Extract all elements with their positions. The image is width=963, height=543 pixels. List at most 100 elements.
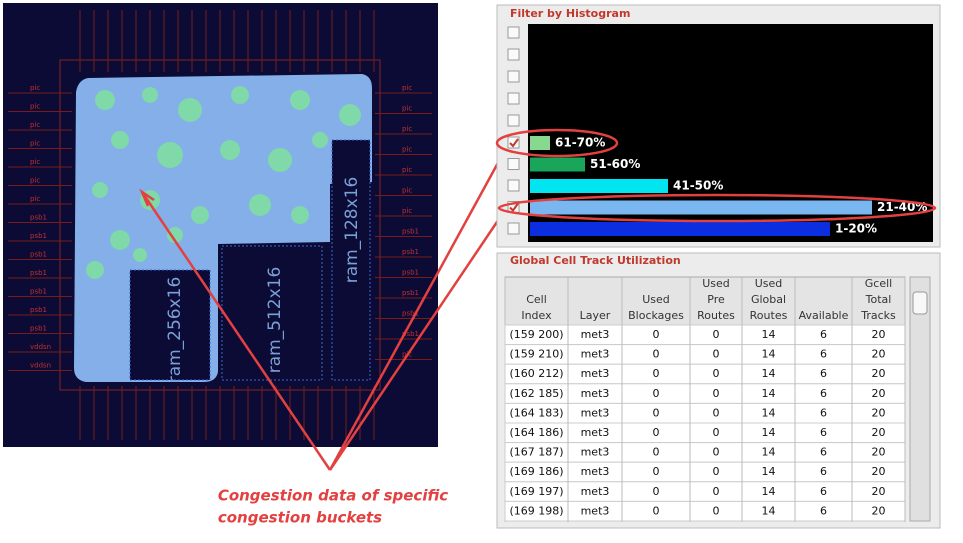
bucket-label: 51-60% bbox=[590, 157, 640, 171]
table-cell: 20 bbox=[872, 348, 886, 361]
table-cell: 6 bbox=[820, 485, 827, 498]
pin-label: pic bbox=[30, 140, 40, 148]
scrollbar-thumb[interactable] bbox=[912, 291, 928, 315]
pin-label: psb1 bbox=[30, 214, 47, 222]
table-row bbox=[504, 324, 906, 346]
checkbox[interactable] bbox=[507, 158, 520, 170]
checkmark bbox=[509, 138, 519, 148]
checkbox[interactable] bbox=[507, 114, 520, 127]
table-row bbox=[504, 344, 906, 365]
table-cell: 14 bbox=[762, 406, 776, 419]
table-cell: 14 bbox=[762, 367, 776, 380]
table-cell: (164 183) bbox=[509, 406, 563, 419]
column-header: Tracks bbox=[860, 309, 896, 322]
column-header: Gcell bbox=[865, 277, 892, 290]
table-cell: 20 bbox=[872, 426, 886, 439]
bucket-label: 1-20% bbox=[835, 222, 877, 236]
pin-label: pic bbox=[30, 121, 40, 129]
table-row bbox=[504, 481, 906, 502]
pin-label: psb1 bbox=[30, 288, 47, 296]
table-cell: met3 bbox=[581, 367, 610, 380]
panel-title: Filter by Histogram bbox=[510, 7, 630, 20]
histogram-bar[interactable] bbox=[530, 136, 550, 150]
table-cell: 14 bbox=[762, 485, 776, 498]
table-cell: 0 bbox=[713, 465, 720, 478]
checkbox[interactable] bbox=[507, 179, 520, 192]
table-cell: 20 bbox=[872, 328, 886, 341]
table-cell: met3 bbox=[581, 446, 610, 459]
column-header: Global bbox=[751, 293, 786, 306]
pin-labels: pic pic pic pic pic pic pic psb1 psb1 psb1 psb1 psb… bbox=[30, 84, 419, 370]
table-row bbox=[504, 500, 906, 522]
pin-label: pic bbox=[402, 84, 412, 92]
annotation: Congestion data of specific bbox=[218, 487, 448, 505]
pin-label: pic bbox=[402, 125, 412, 133]
table-cell: met3 bbox=[581, 504, 610, 517]
bucket-label: 41-50% bbox=[673, 179, 723, 193]
table-cell: 20 bbox=[872, 504, 886, 517]
column-header: Layer bbox=[580, 309, 611, 322]
table-cell: met3 bbox=[581, 328, 610, 341]
annotation-arrows bbox=[139, 149, 507, 471]
table-cell: 6 bbox=[820, 446, 827, 459]
pin-lines bbox=[8, 10, 432, 440]
table-cell: 14 bbox=[762, 446, 776, 459]
table-cell: 20 bbox=[872, 387, 886, 400]
pin-label: vddsn bbox=[30, 343, 51, 351]
column-header: Routes bbox=[697, 309, 735, 322]
histogram-bar[interactable] bbox=[530, 200, 872, 215]
column-header: Cell bbox=[526, 293, 547, 306]
column-header: Used bbox=[702, 277, 730, 290]
histogram-bar[interactable] bbox=[530, 179, 668, 193]
table-cell: (159 200) bbox=[509, 328, 563, 341]
pin-label: psb1 bbox=[402, 248, 419, 256]
column-header: Used bbox=[642, 293, 670, 306]
pin-label: pic bbox=[402, 187, 412, 195]
histogram-bar[interactable] bbox=[530, 222, 830, 236]
table-cell: met3 bbox=[581, 426, 610, 439]
macro-label: ram_512x16 bbox=[265, 267, 285, 374]
highlight bbox=[495, 128, 619, 158]
table-cell: 0 bbox=[713, 446, 720, 459]
table-cell: 0 bbox=[713, 328, 720, 341]
macro-label: ram_256x16 bbox=[165, 277, 185, 384]
pin-label: pic bbox=[30, 103, 40, 111]
scrollbar[interactable] bbox=[909, 276, 931, 522]
pin-label: pic bbox=[30, 177, 40, 185]
column-header: Used bbox=[755, 277, 783, 290]
highlight bbox=[497, 193, 937, 223]
table-cell: met3 bbox=[581, 406, 610, 419]
table-cell: 0 bbox=[653, 348, 660, 361]
column-header: Total bbox=[865, 293, 892, 306]
table-cell: 14 bbox=[762, 328, 776, 341]
panel-title: Global Cell Track Utilization bbox=[510, 254, 681, 267]
checkbox[interactable] bbox=[507, 70, 520, 83]
checkbox[interactable] bbox=[507, 92, 520, 105]
table-row bbox=[504, 363, 906, 385]
macro-label: ram_128x16 bbox=[342, 177, 362, 284]
table-cell: 0 bbox=[713, 485, 720, 498]
column-header: Routes bbox=[750, 309, 788, 322]
pin-label: pic bbox=[402, 207, 412, 215]
table-cell: 0 bbox=[653, 328, 660, 341]
pin-label: pic bbox=[30, 158, 40, 166]
pin-label: psb1 bbox=[402, 289, 419, 297]
checkmark bbox=[509, 202, 519, 213]
table-cell: 0 bbox=[653, 406, 660, 419]
checkbox[interactable] bbox=[507, 26, 520, 39]
histogram-bar[interactable] bbox=[530, 157, 585, 172]
column-header: Pre bbox=[707, 293, 725, 306]
table-cell: (162 185) bbox=[509, 387, 563, 400]
table-cell: 20 bbox=[872, 446, 886, 459]
pin-label: psb1 bbox=[30, 232, 47, 240]
table-cell: 20 bbox=[872, 465, 886, 478]
table-row bbox=[504, 402, 906, 424]
table-cell: 14 bbox=[762, 465, 776, 478]
checkbox[interactable] bbox=[507, 222, 520, 235]
checkbox[interactable] bbox=[507, 136, 520, 149]
pin-label: pic bbox=[30, 195, 40, 203]
pin-label: psb1 bbox=[30, 269, 47, 277]
table-cell: 0 bbox=[653, 387, 660, 400]
checkbox[interactable] bbox=[507, 48, 520, 61]
